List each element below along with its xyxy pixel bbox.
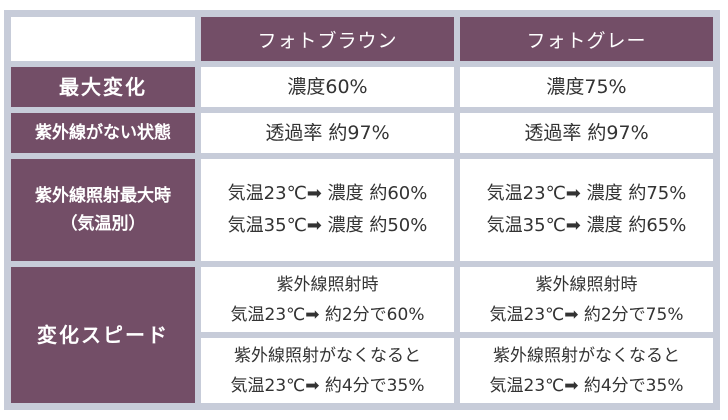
cell-speed-removed-brown: 紫外線照射がなくなると 気温23℃➡ 約4分で35% — [198, 335, 457, 406]
max-uv-gray-35c: 気温35℃➡ 濃度 約65% — [486, 215, 687, 236]
row-speed-removed: 紫外線照射がなくなると 気温23℃➡ 約4分で35% 紫外線照射がなくなると 気… — [8, 335, 716, 406]
row-no-uv: 紫外線がない状態 透過率 約97% 透過率 約97% — [8, 110, 716, 156]
column-header-photo-gray: フォトグレー — [457, 14, 716, 64]
speed-removed-brown-value: 気温23℃➡ 約4分で35% — [230, 375, 425, 396]
header-row: フォトブラウン フォトグレー — [8, 14, 716, 64]
speed-irradiated-gray-value: 気温23℃➡ 約2分で75% — [489, 304, 684, 325]
row-header-max-uv: 紫外線照射最大時 （気温別） — [8, 156, 198, 264]
cell-max-change-gray: 濃度75% — [457, 64, 716, 110]
cell-max-uv-brown: 気温23℃➡ 濃度 約60% 気温35℃➡ 濃度 約50% — [198, 156, 457, 264]
row-header-max-change: 最大変化 — [8, 64, 198, 110]
max-uv-brown-35c: 気温35℃➡ 濃度 約50% — [227, 215, 428, 236]
max-uv-brown-23c: 気温23℃➡ 濃度 約60% — [227, 183, 428, 204]
row-header-speed: 変化スピード — [8, 264, 198, 406]
speed-irradiated-brown-value: 気温23℃➡ 約2分で60% — [230, 304, 425, 325]
cell-no-uv-brown: 透過率 約97% — [198, 110, 457, 156]
speed-removed-brown-title: 紫外線照射がなくなると — [234, 345, 421, 366]
row-header-max-uv-line1: 紫外線照射最大時 — [35, 186, 171, 206]
max-uv-gray-23c: 気温23℃➡ 濃度 約75% — [486, 183, 687, 204]
speed-removed-gray-value: 気温23℃➡ 約4分で35% — [489, 375, 684, 396]
row-header-max-uv-line2: （気温別） — [60, 214, 146, 234]
row-speed-irradiated: 変化スピード 紫外線照射時 気温23℃➡ 約2分で60% 紫外線照射時 気温23… — [8, 264, 716, 406]
row-max-change: 最大変化 濃度60% 濃度75% — [8, 64, 716, 110]
cell-max-uv-gray: 気温23℃➡ 濃度 約75% 気温35℃➡ 濃度 約65% — [457, 156, 716, 264]
photochromic-comparison-table: フォトブラウン フォトグレー 最大変化 濃度60% 濃度75% 紫外線がない状態… — [8, 14, 716, 406]
comparison-table-frame: フォトブラウン フォトグレー 最大変化 濃度60% 濃度75% 紫外線がない状態… — [4, 10, 720, 410]
speed-removed-gray-title: 紫外線照射がなくなると — [493, 345, 680, 366]
speed-irradiated-gray-title: 紫外線照射時 — [535, 274, 638, 295]
corner-cell — [8, 14, 198, 64]
speed-irradiated-brown-title: 紫外線照射時 — [276, 274, 379, 295]
cell-speed-irradiated-gray: 紫外線照射時 気温23℃➡ 約2分で75% — [457, 264, 716, 335]
cell-speed-removed-gray: 紫外線照射がなくなると 気温23℃➡ 約4分で35% — [457, 335, 716, 406]
cell-speed-irradiated-brown: 紫外線照射時 気温23℃➡ 約2分で60% — [198, 264, 457, 335]
cell-no-uv-gray: 透過率 約97% — [457, 110, 716, 156]
row-header-no-uv: 紫外線がない状態 — [8, 110, 198, 156]
row-max-uv: 紫外線照射最大時 （気温別） 気温23℃➡ 濃度 約60% 気温35℃➡ 濃度 … — [8, 156, 716, 264]
column-header-photo-brown: フォトブラウン — [198, 14, 457, 64]
cell-max-change-brown: 濃度60% — [198, 64, 457, 110]
